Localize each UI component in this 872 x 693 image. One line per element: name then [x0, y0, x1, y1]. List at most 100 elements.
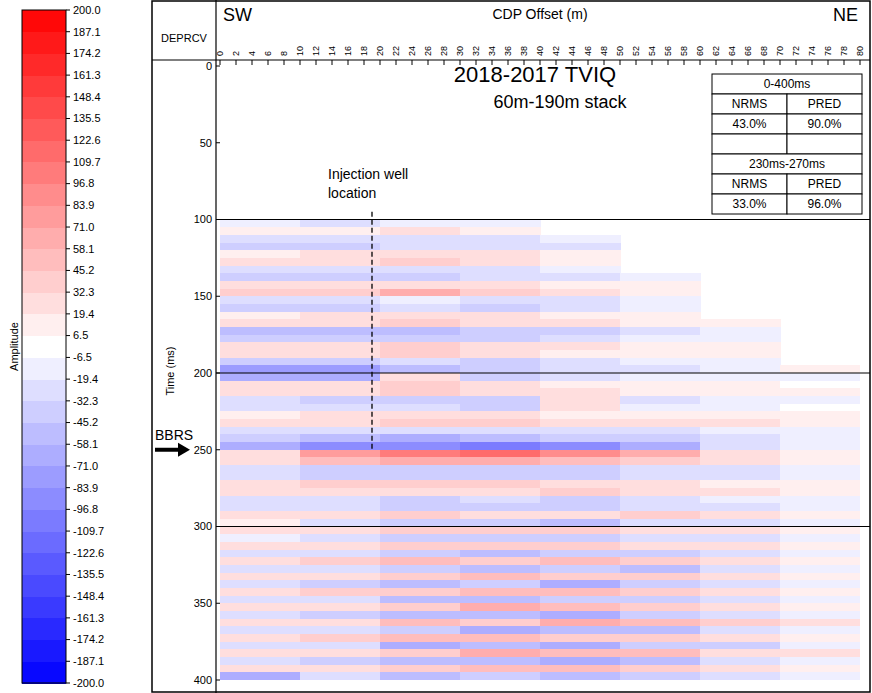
colorbar-label: Amplitude: [8, 322, 20, 371]
cell: [540, 611, 621, 619]
x-right-label: NE: [833, 5, 858, 25]
cell: [300, 358, 381, 366]
cell: [380, 304, 461, 312]
cell: [380, 534, 461, 542]
colorbar-bin: [22, 661, 66, 683]
colorbar-tick-label: -161.3: [73, 612, 104, 624]
x-tick: [652, 60, 653, 65]
x-tick-label: 72: [791, 46, 801, 56]
x-tick: [348, 60, 349, 65]
colorbar-bin: [22, 553, 66, 575]
cell: [620, 542, 701, 550]
cell: [540, 473, 621, 481]
x-tick-label: 56: [663, 46, 673, 56]
cell: [220, 542, 301, 550]
table-header: NRMS: [732, 177, 767, 191]
title: 2018-2017 TVIQ: [454, 62, 616, 87]
cell: [700, 642, 781, 650]
cell: [620, 388, 701, 396]
cell: [460, 411, 541, 419]
table-value: 96.0%: [807, 197, 841, 211]
cell: [620, 550, 701, 558]
cell: [540, 527, 621, 535]
cell: [460, 573, 541, 581]
colorbar-tick: [66, 335, 70, 336]
cell: [300, 649, 381, 657]
cell: [780, 411, 860, 419]
y-tick: [216, 526, 220, 527]
colorbar-tick: [66, 313, 70, 314]
cell: [620, 358, 701, 366]
cell: [460, 381, 541, 389]
cell: [300, 496, 381, 504]
cell: [700, 381, 781, 389]
cell: [620, 373, 701, 381]
cell: [460, 396, 541, 404]
bbrs-arrow: [155, 448, 180, 452]
cell: [540, 304, 621, 312]
cell: [220, 511, 301, 519]
cell: [540, 281, 621, 289]
cell: [540, 381, 621, 389]
cell: [540, 419, 621, 427]
cell: [460, 419, 541, 427]
cell: [700, 596, 781, 604]
cell: [620, 304, 701, 312]
cell: [700, 365, 781, 373]
x-tick-label: 0: [215, 51, 225, 56]
cell: [380, 411, 461, 419]
cell: [780, 649, 860, 657]
x-tick-label: 48: [599, 46, 609, 56]
table-header: PRED: [808, 177, 842, 191]
cell: [220, 243, 301, 251]
x-tick: [236, 60, 237, 65]
cell: [380, 465, 461, 473]
cell: [620, 573, 701, 581]
y-tick: [216, 219, 220, 220]
cell: [220, 350, 301, 358]
y-tick: [216, 603, 220, 604]
cell: [460, 281, 541, 289]
cell: [540, 634, 621, 642]
colorbar-bin: [22, 227, 66, 249]
cell: [780, 534, 860, 542]
x-tick-label: 32: [471, 46, 481, 56]
x-tick-label: 52: [631, 46, 641, 56]
chart: 200.0187.1174.2161.3148.4135.5122.6109.7…: [0, 0, 872, 693]
colorbar-tick: [66, 422, 70, 423]
colorbar-tick-label: 71.0: [73, 221, 94, 233]
colorbar-tick-label: 83.9: [73, 199, 94, 211]
cell: [780, 588, 860, 596]
x-tick: [796, 60, 797, 65]
cell: [700, 342, 781, 350]
colorbar-bin: [22, 336, 66, 358]
table-cell: [712, 114, 787, 134]
colorbar-bin: [22, 509, 66, 531]
cell: [300, 557, 381, 565]
cell: [300, 519, 381, 527]
cell: [220, 304, 301, 312]
colorbar-tick-label: 96.8: [73, 177, 94, 189]
cell: [300, 442, 381, 450]
x-tick-label: 54: [647, 46, 657, 56]
cell: [460, 642, 541, 650]
colorbar-tick: [66, 10, 70, 11]
cell: [300, 511, 381, 519]
cell: [300, 235, 381, 243]
colorbar-bin: [22, 97, 66, 119]
cell: [780, 596, 860, 604]
cell: [620, 527, 701, 535]
cell: [300, 580, 381, 588]
cell: [540, 542, 621, 550]
colorbar-tick: [66, 248, 70, 249]
y-tick: [216, 142, 220, 143]
y-tick-label: 0: [206, 60, 212, 72]
cell: [300, 250, 381, 258]
cell: [220, 665, 301, 673]
colorbar-bin: [22, 10, 66, 32]
cell: [620, 611, 701, 619]
cell: [300, 603, 381, 611]
cell: [380, 335, 461, 343]
cell: [460, 434, 541, 442]
cell: [620, 488, 701, 496]
